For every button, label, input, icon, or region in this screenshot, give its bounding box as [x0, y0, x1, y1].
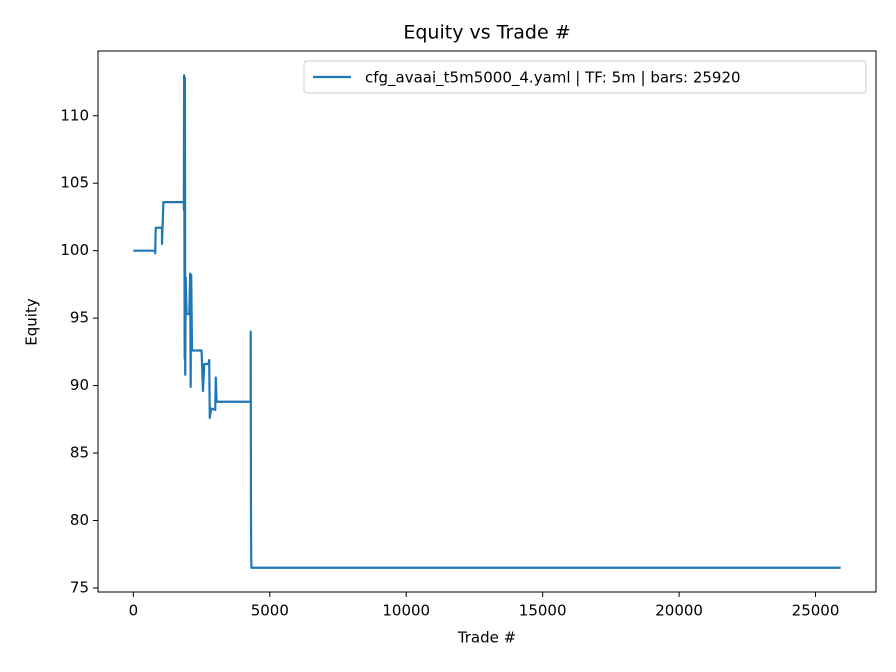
y-tick-label: 85 — [70, 444, 89, 462]
x-tick-label: 0 — [129, 602, 139, 620]
y-tick-label: 80 — [70, 511, 89, 529]
legend-box — [303, 60, 867, 94]
y-tick-label: 90 — [70, 376, 89, 394]
x-tick-label: 5000 — [251, 602, 289, 620]
plot-frame — [97, 50, 877, 593]
y-tick-label: 110 — [60, 106, 89, 124]
x-tick-label: 20000 — [655, 602, 703, 620]
x-axis-label: Trade # — [457, 629, 516, 647]
x-tick-label: 25000 — [792, 602, 840, 620]
legend-label: cfg_avaai_t5m5000_4.yaml | TF: 5m | bars… — [365, 69, 741, 88]
data-line — [133, 74, 841, 569]
chart-title: Equity vs Trade # — [403, 22, 570, 44]
y-tick-label: 105 — [60, 174, 89, 192]
y-axis-label: Equity — [23, 298, 41, 346]
x-tick-label: 15000 — [519, 602, 567, 620]
y-tick-label: 100 — [60, 241, 89, 259]
y-tick-label: 75 — [70, 578, 89, 596]
y-tick-label: 95 — [70, 309, 89, 327]
x-tick-label: 10000 — [382, 602, 430, 620]
